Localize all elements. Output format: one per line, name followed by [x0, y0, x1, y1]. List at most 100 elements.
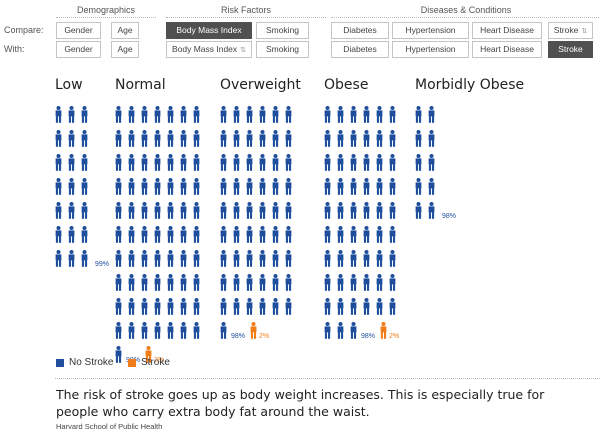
no-stroke-person-icon: [128, 130, 135, 152]
no-stroke-person-icon: [246, 298, 253, 320]
no-stroke-person-icon: [389, 106, 396, 128]
no-stroke-person-icon: [259, 250, 266, 272]
no-stroke-person-icon: [180, 178, 187, 200]
no-stroke-person-icon: [68, 178, 75, 200]
no-stroke-person-icon: [363, 106, 370, 128]
no-stroke-person-icon: [415, 178, 422, 200]
no-stroke-person-icon: [180, 322, 187, 344]
no-stroke-person-icon: [415, 130, 422, 152]
no-stroke-person-icon: [285, 274, 292, 296]
button-label: Gender: [64, 44, 93, 54]
no-stroke-person-icon: [428, 178, 435, 200]
no-stroke-person-icon: [115, 106, 122, 128]
no-stroke-person-icon: [115, 154, 122, 176]
no-stroke-person-icon: [285, 130, 292, 152]
legend-label: No Stroke: [69, 357, 114, 368]
no-stroke-person-icon: [233, 202, 240, 224]
no-stroke-person-icon: [180, 226, 187, 248]
button-label: Age: [117, 44, 133, 54]
compare-age-button[interactable]: Age: [111, 22, 139, 39]
category-label-low: Low: [55, 77, 83, 93]
no-stroke-person-icon: [389, 250, 396, 272]
compare-hypertension-button[interactable]: Hypertension: [392, 22, 469, 39]
group-title-risk-factors: Risk Factors: [166, 5, 326, 18]
no-stroke-person-icon: [154, 130, 161, 152]
no-stroke-person-icon: [81, 178, 88, 200]
no-stroke-person-icon: [259, 202, 266, 224]
compare-body-mass-index-button[interactable]: Body Mass Index: [166, 22, 252, 39]
no-stroke-person-icon: [233, 274, 240, 296]
no-stroke-person-icon: [272, 130, 279, 152]
no-stroke-person-icon: [55, 106, 62, 128]
no-stroke-person-icon: [389, 274, 396, 296]
no-stroke-person-icon: [154, 298, 161, 320]
category-label-overweight: Overweight: [220, 77, 301, 93]
no-stroke-person-icon: [415, 106, 422, 128]
no-stroke-person-icon: [259, 226, 266, 248]
no-stroke-person-icon: [246, 274, 253, 296]
updown-arrows-icon: ⇅: [581, 28, 588, 35]
no-stroke-person-icon: [376, 250, 383, 272]
no-stroke-person-icon: [141, 298, 148, 320]
no-stroke-person-icon: [115, 226, 122, 248]
button-label: Smoking: [265, 25, 300, 35]
stroke-person-icon: [380, 322, 387, 344]
no-stroke-person-icon: [55, 250, 62, 272]
no-stroke-person-icon: [376, 178, 383, 200]
row-label-with: With:: [4, 44, 25, 54]
no-stroke-person-icon: [141, 226, 148, 248]
no-stroke-person-icon: [428, 154, 435, 176]
no-stroke-person-icon: [167, 202, 174, 224]
no-stroke-person-icon: [337, 226, 344, 248]
no-stroke-person-icon: [220, 274, 227, 296]
no-stroke-person-icon: [337, 106, 344, 128]
no-stroke-person-icon: [272, 106, 279, 128]
with-age-button[interactable]: Age: [111, 41, 139, 58]
no-stroke-person-icon: [193, 322, 200, 344]
no-stroke-person-icon: [128, 274, 135, 296]
button-label: Age: [117, 25, 133, 35]
with-hypertension-button[interactable]: Hypertension: [392, 41, 469, 58]
no-stroke-person-icon: [337, 154, 344, 176]
compare-stroke-button[interactable]: Stroke ⇅: [548, 22, 593, 39]
no-stroke-person-icon: [324, 178, 331, 200]
with-gender-button[interactable]: Gender: [56, 41, 101, 58]
no-stroke-person-icon: [389, 298, 396, 320]
compare-diabetes-button[interactable]: Diabetes: [331, 22, 389, 39]
group-title-diseases-conditions: Diseases & Conditions: [331, 5, 600, 18]
button-label: Stroke: [558, 44, 583, 54]
no-stroke-person-icon: [128, 250, 135, 272]
no-stroke-person-icon: [363, 298, 370, 320]
no-stroke-person-icon: [350, 202, 357, 224]
no-stroke-person-icon: [154, 154, 161, 176]
no-stroke-person-icon: [220, 130, 227, 152]
no-stroke-person-icon: [193, 274, 200, 296]
no-stroke-person-icon: [324, 322, 331, 344]
no-stroke-person-icon: [350, 322, 357, 344]
compare-gender-button[interactable]: Gender: [56, 22, 101, 39]
no-stroke-person-icon: [350, 106, 357, 128]
no-stroke-person-icon: [233, 154, 240, 176]
no-stroke-person-icon: [167, 274, 174, 296]
compare-heart-disease-button[interactable]: Heart Disease: [472, 22, 542, 39]
no-stroke-person-icon: [68, 130, 75, 152]
no-stroke-person-icon: [81, 154, 88, 176]
no-stroke-person-icon: [376, 298, 383, 320]
no-stroke-percent: 98%: [442, 213, 457, 220]
no-stroke-person-icon: [389, 130, 396, 152]
category-label-normal: Normal: [115, 77, 166, 93]
no-stroke-person-icon: [324, 154, 331, 176]
with-smoking-button[interactable]: Smoking: [256, 41, 309, 58]
with-body-mass-index-button[interactable]: Body Mass Index ⇅: [166, 41, 252, 58]
no-stroke-person-icon: [272, 298, 279, 320]
no-stroke-person-icon: [285, 178, 292, 200]
no-stroke-person-icon: [363, 154, 370, 176]
no-stroke-person-icon: [167, 106, 174, 128]
stroke-person-icon: [145, 346, 152, 368]
no-stroke-person-icon: [128, 202, 135, 224]
no-stroke-person-icon: [180, 298, 187, 320]
with-diabetes-button[interactable]: Diabetes: [331, 41, 389, 58]
with-heart-disease-button[interactable]: Heart Disease: [472, 41, 542, 58]
compare-smoking-button[interactable]: Smoking: [256, 22, 309, 39]
with-stroke-button[interactable]: Stroke: [548, 41, 593, 58]
